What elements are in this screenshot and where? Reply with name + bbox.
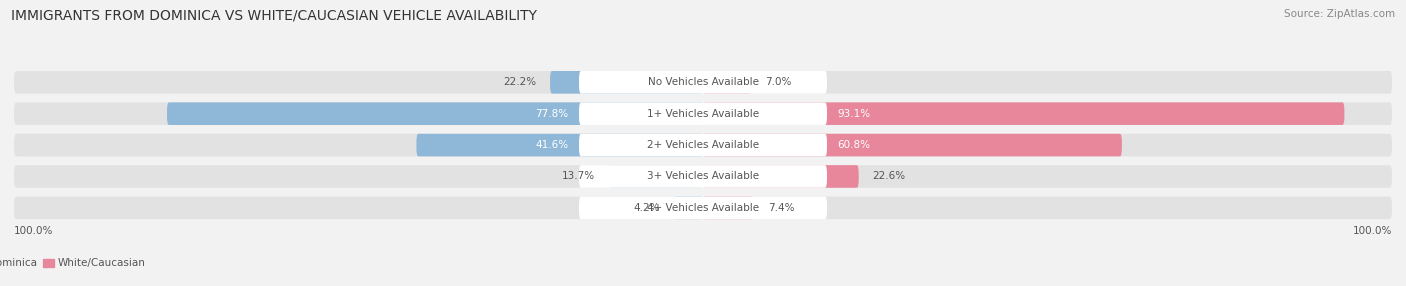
FancyBboxPatch shape [609,165,703,188]
FancyBboxPatch shape [579,71,827,94]
Text: 22.6%: 22.6% [873,172,905,181]
Text: 4.2%: 4.2% [634,203,661,213]
FancyBboxPatch shape [550,71,703,94]
FancyBboxPatch shape [14,165,1392,188]
Text: 41.6%: 41.6% [536,140,568,150]
FancyBboxPatch shape [579,134,827,156]
Text: 7.0%: 7.0% [765,77,792,87]
FancyBboxPatch shape [167,102,703,125]
Text: 93.1%: 93.1% [838,109,870,119]
FancyBboxPatch shape [14,71,1392,94]
Text: 2+ Vehicles Available: 2+ Vehicles Available [647,140,759,150]
Text: IMMIGRANTS FROM DOMINICA VS WHITE/CAUCASIAN VEHICLE AVAILABILITY: IMMIGRANTS FROM DOMINICA VS WHITE/CAUCAS… [11,9,537,23]
FancyBboxPatch shape [14,134,1392,156]
FancyBboxPatch shape [579,102,827,125]
Text: 60.8%: 60.8% [838,140,870,150]
FancyBboxPatch shape [703,71,751,94]
Text: 77.8%: 77.8% [536,109,568,119]
FancyBboxPatch shape [703,165,859,188]
Text: 1+ Vehicles Available: 1+ Vehicles Available [647,109,759,119]
Text: 22.2%: 22.2% [503,77,536,87]
FancyBboxPatch shape [673,196,703,219]
FancyBboxPatch shape [14,196,1392,219]
FancyBboxPatch shape [703,196,754,219]
FancyBboxPatch shape [703,134,1122,156]
FancyBboxPatch shape [14,102,1392,125]
Text: 100.0%: 100.0% [14,227,53,237]
FancyBboxPatch shape [703,102,1344,125]
Text: Source: ZipAtlas.com: Source: ZipAtlas.com [1284,9,1395,19]
Text: 13.7%: 13.7% [562,172,595,181]
Text: 100.0%: 100.0% [1353,227,1392,237]
Text: No Vehicles Available: No Vehicles Available [648,77,758,87]
Legend: Immigrants from Dominica, White/Caucasian: Immigrants from Dominica, White/Caucasia… [0,258,146,268]
FancyBboxPatch shape [579,165,827,188]
FancyBboxPatch shape [416,134,703,156]
Text: 4+ Vehicles Available: 4+ Vehicles Available [647,203,759,213]
FancyBboxPatch shape [579,196,827,219]
Text: 7.4%: 7.4% [768,203,794,213]
Text: 3+ Vehicles Available: 3+ Vehicles Available [647,172,759,181]
